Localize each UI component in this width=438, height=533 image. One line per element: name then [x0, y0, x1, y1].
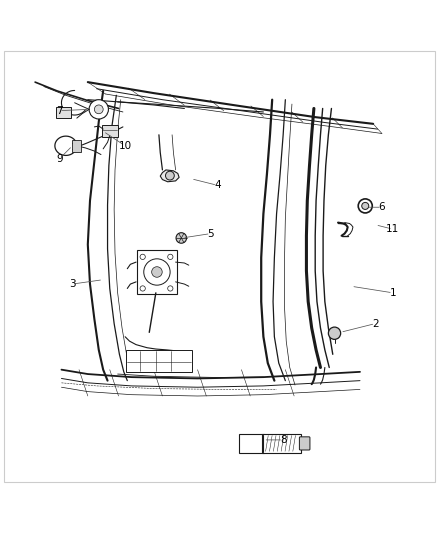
FancyBboxPatch shape [239, 434, 263, 453]
Text: 11: 11 [385, 224, 399, 234]
Circle shape [167, 286, 173, 291]
Text: 10: 10 [118, 141, 131, 151]
Circle shape [89, 100, 108, 119]
FancyBboxPatch shape [56, 107, 71, 118]
FancyBboxPatch shape [261, 434, 300, 453]
Circle shape [328, 327, 340, 340]
Circle shape [140, 286, 145, 291]
Text: 5: 5 [207, 229, 214, 239]
Text: 4: 4 [213, 180, 220, 190]
Polygon shape [160, 170, 179, 182]
Circle shape [152, 266, 162, 277]
Text: 9: 9 [56, 154, 63, 164]
FancyBboxPatch shape [137, 250, 177, 294]
Text: 8: 8 [279, 435, 286, 445]
Text: 1: 1 [389, 288, 396, 298]
Circle shape [357, 199, 371, 213]
FancyBboxPatch shape [126, 350, 191, 372]
Circle shape [165, 171, 174, 180]
FancyBboxPatch shape [102, 125, 118, 136]
Text: 3: 3 [69, 279, 76, 289]
Circle shape [167, 254, 173, 260]
Text: 6: 6 [378, 202, 385, 212]
FancyBboxPatch shape [72, 140, 81, 152]
Circle shape [94, 105, 103, 114]
Circle shape [140, 254, 145, 260]
FancyBboxPatch shape [299, 437, 309, 450]
Text: 7: 7 [56, 106, 63, 116]
Text: 2: 2 [371, 319, 378, 328]
Circle shape [361, 203, 368, 209]
Circle shape [176, 233, 186, 243]
Circle shape [144, 259, 170, 285]
